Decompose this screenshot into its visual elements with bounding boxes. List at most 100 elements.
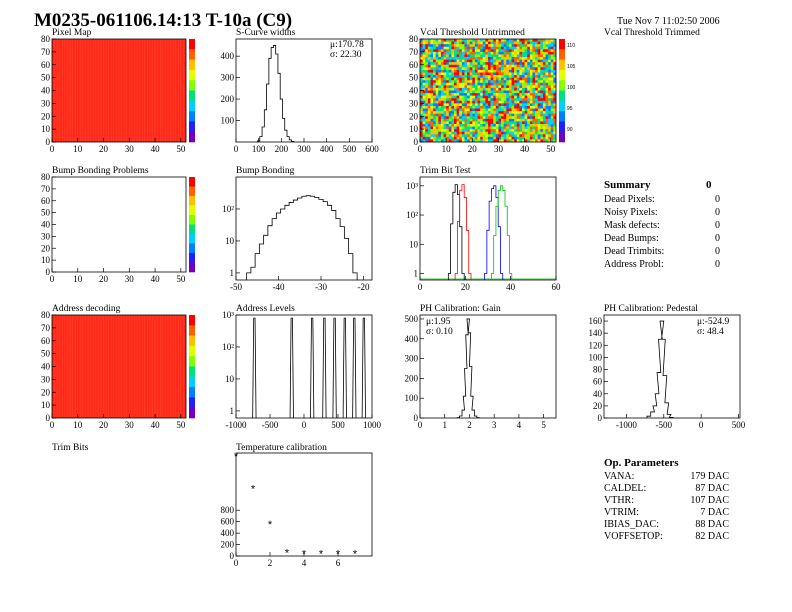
- heatmap-cell: [448, 113, 452, 117]
- heatmap-cell: [425, 69, 429, 73]
- y-tick-label: 10: [225, 236, 235, 246]
- palette-swatch: [559, 39, 565, 50]
- heatmap-cell: [503, 64, 507, 68]
- heatmap-cell: [425, 85, 429, 89]
- heatmap-cell: [477, 126, 481, 130]
- heatmap-cell: [459, 57, 463, 60]
- x-tick-label: 5: [541, 420, 546, 430]
- heatmap-cell: [467, 123, 470, 127]
- heatmap-cell: [506, 98, 510, 102]
- heatmap-cell: [519, 41, 523, 45]
- heatmap-cell: [472, 111, 476, 114]
- heatmap-cell: [490, 100, 494, 104]
- heatmap-cell: [464, 85, 468, 89]
- heatmap-cell: [545, 131, 549, 135]
- heatmap-cell: [461, 111, 465, 114]
- x-tick-label: 0: [234, 558, 239, 568]
- heatmap-cell: [524, 44, 528, 48]
- heatmap-cell: [420, 129, 423, 132]
- heatmap-cell: [420, 111, 423, 114]
- heatmap-cell: [545, 57, 549, 60]
- heatmap-cell: [472, 41, 476, 45]
- heatmap-cell: [467, 44, 470, 48]
- heatmap-cell: [540, 80, 544, 84]
- heatmap-cell: [433, 77, 436, 81]
- heatmap-cell: [508, 77, 512, 81]
- heatmap-cell: [456, 129, 460, 132]
- heatmap-cell: [548, 75, 552, 78]
- heatmap-cell: [493, 57, 497, 60]
- heatmap-cell: [422, 75, 426, 78]
- heatmap-cell: [433, 49, 436, 53]
- heatmap-cell: [448, 134, 452, 138]
- heatmap-cell: [514, 51, 518, 55]
- heatmap-cell: [420, 54, 423, 58]
- heatmap-cell: [550, 129, 554, 132]
- heatmap-cell: [440, 98, 444, 102]
- heatmap-cell: [514, 136, 518, 140]
- heatmap-cell: [446, 64, 450, 68]
- heatmap-cell: [493, 90, 497, 94]
- heatmap-cell: [522, 54, 525, 58]
- heatmap-cell: [537, 139, 541, 143]
- heatmap-cell: [511, 116, 515, 120]
- heatmap-cell: [532, 116, 536, 120]
- heatmap-cell: [438, 62, 442, 66]
- heatmap-cell: [540, 98, 544, 102]
- heatmap-cell: [425, 134, 429, 138]
- palette-swatch: [189, 366, 195, 378]
- heatmap-cell: [503, 75, 507, 78]
- heatmap-cell: [443, 64, 447, 68]
- heatmap-cell: [511, 46, 515, 50]
- heatmap-cell: [503, 139, 507, 143]
- heatmap-cell: [480, 39, 484, 42]
- heatmap-cell: [519, 123, 523, 127]
- heatmap-cell: [524, 57, 528, 60]
- heatmap-cell: [522, 69, 525, 73]
- heatmap-cell: [514, 87, 518, 91]
- heatmap-cell: [550, 126, 554, 130]
- y-tick-label: 1: [414, 269, 419, 279]
- heatmap-cell: [482, 134, 486, 138]
- heatmap-cell: [456, 98, 460, 102]
- heatmap-cell: [553, 64, 557, 68]
- palette-swatch: [189, 407, 195, 419]
- y-tick-label: 30: [41, 374, 51, 384]
- heatmap-cell: [519, 95, 523, 99]
- heatmap-cell: [451, 67, 455, 71]
- heatmap-cell: [433, 59, 436, 63]
- x-tick-label: 40: [151, 274, 161, 284]
- heatmap-cell: [529, 98, 533, 102]
- heatmap-cell: [440, 131, 444, 135]
- heatmap-cell: [501, 139, 504, 143]
- heatmap-cell: [459, 64, 463, 68]
- heatmap-cell: [535, 64, 538, 68]
- y-tick-label: 20: [409, 111, 419, 121]
- heatmap-cell: [480, 69, 484, 73]
- heatmap-cell: [480, 87, 484, 91]
- heatmap-cell: [553, 77, 557, 81]
- heatmap-cell: [422, 62, 426, 66]
- x-tick-label: 300: [297, 144, 311, 154]
- heatmap-cell: [461, 108, 465, 112]
- heatmap-cell: [550, 123, 554, 127]
- heatmap-cell: [420, 134, 423, 138]
- heatmap-cell: [459, 131, 463, 135]
- heatmap-cell: [448, 82, 452, 86]
- y-tick-label: 60: [409, 60, 419, 70]
- heatmap-cell: [540, 116, 544, 120]
- heatmap-cell: [474, 139, 478, 143]
- heatmap-cell: [477, 90, 481, 94]
- heatmap-cell: [540, 105, 544, 109]
- heatmap-cell: [501, 67, 504, 71]
- heatmap-cell: [485, 57, 489, 60]
- heatmap-cell: [493, 98, 497, 102]
- heatmap-cell: [420, 57, 423, 60]
- histogram-peak: [361, 317, 366, 419]
- heatmap-cell: [456, 64, 460, 68]
- heatmap-cell: [542, 123, 546, 127]
- heatmap-cell: [454, 121, 457, 125]
- heatmap-cell: [443, 69, 447, 73]
- heatmap-cell: [435, 57, 439, 60]
- heatmap-cell: [482, 39, 486, 42]
